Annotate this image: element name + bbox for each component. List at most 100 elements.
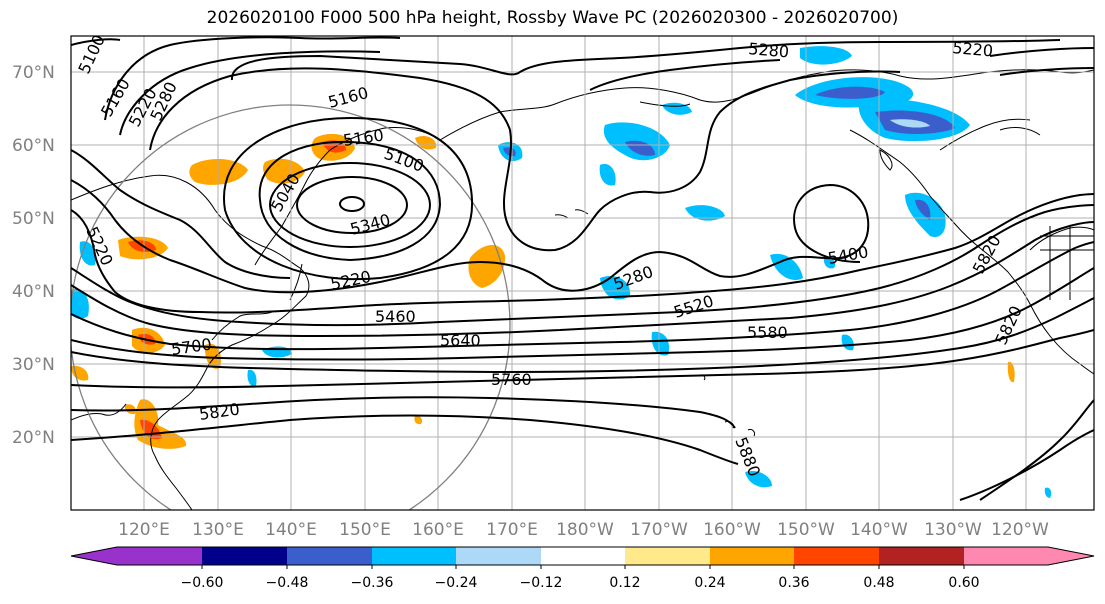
colorbar-tick-label: −0.24	[435, 575, 478, 591]
lon-label: 130°W	[924, 520, 982, 540]
coastline	[1040, 226, 1094, 300]
positive-anomaly-patch	[140, 419, 162, 440]
lat-label: 40°N	[12, 282, 55, 302]
negative-anomaly-patch	[600, 276, 631, 300]
coastline	[254, 127, 441, 266]
positive-anomaly-patch	[134, 399, 187, 449]
lon-label: 180°W	[556, 520, 614, 540]
colorbar-tick-label: −0.36	[351, 575, 394, 591]
lat-label: 50°N	[12, 209, 55, 229]
negative-anomaly-patch	[503, 147, 516, 157]
positive-anomaly-patch	[204, 343, 221, 369]
contour-line	[71, 267, 1094, 361]
contour-label: 5580	[747, 323, 788, 342]
contour-line	[71, 396, 736, 429]
colorbar-tick-label: 0.12	[609, 575, 640, 591]
contour-label: 5280	[748, 39, 790, 61]
colorbar-segment	[710, 547, 794, 565]
negative-anomaly-patch	[651, 331, 670, 356]
lon-label: 140°W	[850, 520, 908, 540]
contour-line	[339, 196, 365, 212]
colorbar-segment	[456, 547, 541, 565]
lon-label: 120°W	[991, 520, 1049, 540]
colorbar-segment	[287, 547, 372, 565]
colorbar-segment	[879, 547, 964, 565]
lon-label: 170°E	[486, 520, 538, 540]
colorbar-segment	[541, 547, 625, 565]
colorbar-tick-label: 0.36	[778, 575, 809, 591]
lon-label: 160°W	[703, 520, 761, 540]
negative-anomaly-patch	[800, 46, 852, 65]
height-contours	[71, 36, 1094, 501]
lat-label: 20°N	[12, 428, 55, 448]
coastline	[849, 129, 1094, 375]
lon-label: 150°E	[339, 520, 391, 540]
contour-line	[71, 241, 1094, 351]
coastline	[71, 174, 310, 510]
negative-anomaly-patch	[71, 289, 89, 319]
contour-line	[71, 329, 1094, 389]
contour-line	[71, 204, 1094, 326]
anomaly-shading	[71, 46, 1052, 498]
contour-line	[71, 149, 291, 279]
lon-label: 150°W	[777, 520, 835, 540]
negative-anomaly-patch	[770, 253, 803, 280]
colorbar-segment	[71, 547, 202, 565]
contour-line	[979, 399, 1094, 501]
contour-label: 5640	[440, 331, 481, 350]
contour-line	[104, 36, 401, 121]
colorbar: −0.60 −0.48 −0.36 −0.24 −0.12 0.12 0.24 …	[70, 546, 1095, 591]
contour-line	[296, 176, 408, 234]
colorbar-tick-label: −0.12	[520, 575, 563, 591]
negative-anomaly-patch	[890, 119, 930, 128]
longitude-labels: 120°E 130°E 140°E 150°E 160°E 170°E 180°…	[118, 520, 1049, 540]
contour-line	[258, 140, 442, 262]
contour-line	[269, 162, 431, 248]
contour-line	[149, 67, 901, 252]
negative-anomaly-patch	[1044, 487, 1052, 498]
contour-line	[589, 59, 1094, 91]
colorbar-segment	[372, 547, 456, 565]
positive-anomaly-patch	[468, 244, 506, 288]
coastline	[999, 127, 1041, 136]
map-background	[71, 36, 1094, 510]
map-frame	[70, 35, 1095, 511]
colorbar-tick-label: 0.60	[948, 575, 979, 591]
coastline	[879, 149, 893, 171]
contour-line	[71, 414, 739, 465]
negative-anomaly-patch	[915, 199, 931, 220]
coastline	[554, 87, 761, 105]
positive-anomaly-patch	[124, 404, 136, 415]
contour-line	[119, 50, 381, 136]
lon-label: 120°E	[118, 520, 170, 540]
colorbar-segment	[202, 547, 287, 565]
contour-line	[71, 38, 121, 46]
colorbar-outline	[70, 546, 1095, 566]
positive-anomaly-patch	[415, 136, 437, 150]
colorbar-tick-label: 0.24	[694, 575, 725, 591]
contour-line	[71, 179, 870, 294]
colorbar-tick-label: −0.48	[266, 575, 309, 591]
lat-label: 30°N	[12, 355, 55, 375]
latitude-labels: 70°N 60°N 50°N 40°N 30°N 20°N	[12, 63, 55, 448]
colorbar-segment	[794, 547, 879, 565]
negative-anomaly-patch	[247, 369, 257, 387]
contour-line	[222, 116, 474, 281]
positive-anomaly-patch	[71, 365, 89, 381]
contour-label: 5220	[952, 38, 994, 60]
contour-line	[71, 193, 1094, 314]
positive-anomaly-patch	[1007, 361, 1015, 383]
positive-anomaly-patch	[414, 415, 423, 425]
colorbar-segment	[964, 547, 1094, 565]
negative-anomaly-patch	[823, 257, 836, 269]
contour-line	[959, 429, 1094, 501]
map-title: 2026020100 F000 500 hPa height, Rossby W…	[206, 8, 899, 28]
coastline	[211, 311, 273, 341]
colorbar-tick-label: 0.48	[863, 575, 894, 591]
graticule	[71, 36, 1094, 510]
lat-label: 60°N	[12, 136, 55, 156]
negative-anomaly-patch	[745, 470, 772, 488]
contour-line	[71, 297, 1094, 374]
coastline	[639, 101, 691, 107]
contour-line	[71, 221, 1094, 338]
